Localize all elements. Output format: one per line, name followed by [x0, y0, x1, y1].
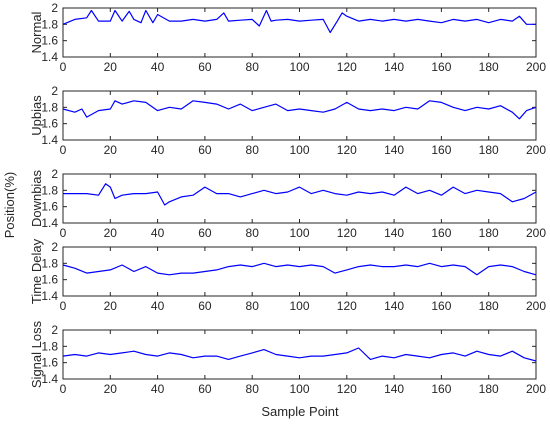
x-tick-label: 120 [337, 382, 357, 396]
x-tick-label: 80 [246, 60, 260, 74]
x-tick-label: 20 [104, 382, 118, 396]
x-tick-label: 40 [151, 60, 165, 74]
series-line-upbias [62, 100, 537, 120]
x-tick-label: 180 [479, 226, 499, 240]
x-tick-label: 80 [246, 226, 260, 240]
x-tick-label: 60 [198, 60, 212, 74]
y-tick-label: 1.8 [41, 183, 58, 197]
plot-frame [62, 90, 537, 141]
y-tick-label: 1.6 [41, 273, 58, 287]
x-tick-label: 160 [431, 299, 451, 313]
x-tick-label: 20 [104, 143, 118, 157]
panel-label: Signal Loss [29, 320, 44, 388]
x-tick-label: 160 [431, 60, 451, 74]
x-tick-label: 20 [104, 226, 118, 240]
plot-frame [62, 246, 537, 297]
x-tick-label: 20 [104, 60, 118, 74]
y-tick-label: 2 [51, 240, 58, 254]
x-tick-label: 60 [198, 226, 212, 240]
x-tick-label: 160 [431, 143, 451, 157]
series-line-signal-loss [62, 347, 537, 362]
y-tick-label: 1.8 [41, 256, 58, 270]
x-tick-label: 0 [60, 143, 67, 157]
x-tick-label: 100 [289, 299, 309, 313]
y-tick-label: 1.6 [41, 34, 58, 48]
x-tick-label: 0 [60, 226, 67, 240]
x-tick-label: 80 [246, 299, 260, 313]
x-tick-label: 40 [151, 299, 165, 313]
x-tick-label: 0 [60, 299, 67, 313]
x-tick-label: 180 [479, 143, 499, 157]
x-tick-label: 100 [289, 226, 309, 240]
x-tick-label: 120 [337, 226, 357, 240]
x-tick-label: 200 [526, 299, 546, 313]
series-line-normal [62, 9, 536, 34]
x-tick-label: 140 [384, 382, 404, 396]
x-tick-label: 20 [104, 299, 118, 313]
y-tick-label: 1.4 [41, 216, 58, 230]
y-tick-label: 1.4 [41, 133, 58, 147]
y-tick-label: 1.8 [41, 100, 58, 114]
x-tick-label: 60 [198, 382, 212, 396]
y-tick-label: 2 [51, 1, 58, 15]
x-tick-label: 200 [526, 382, 546, 396]
x-tick-label: 140 [384, 60, 404, 74]
panel-label: Downbias [29, 169, 44, 227]
x-tick-label: 80 [246, 143, 260, 157]
x-tick-label: 40 [151, 143, 165, 157]
x-tick-label: 140 [384, 299, 404, 313]
x-tick-label: 200 [526, 143, 546, 157]
x-tick-label: 120 [337, 143, 357, 157]
plot-frame [62, 7, 537, 58]
x-tick-label: 40 [151, 382, 165, 396]
x-tick-label: 40 [151, 226, 165, 240]
x-tick-label: 180 [479, 382, 499, 396]
y-tick-label: 1.4 [41, 50, 58, 64]
plot-frame [62, 329, 537, 380]
y-tick-label: 1.6 [41, 356, 58, 370]
panel-label: Upbias [29, 95, 44, 136]
x-axis-label: Sample Point [261, 404, 339, 419]
x-tick-label: 100 [289, 60, 309, 74]
y-tick-label: 1.6 [41, 117, 58, 131]
x-tick-label: 0 [60, 382, 67, 396]
series-line-downbias [63, 183, 537, 206]
x-tick-label: 80 [246, 382, 260, 396]
x-tick-label: 60 [198, 143, 212, 157]
x-tick-label: 160 [431, 382, 451, 396]
y-tick-label: 2 [51, 84, 58, 98]
x-tick-label: 60 [198, 299, 212, 313]
x-tick-label: 160 [431, 226, 451, 240]
y-tick-label: 1.4 [41, 289, 58, 303]
y-tick-label: 1.6 [41, 200, 58, 214]
y-tick-label: 2 [51, 323, 58, 337]
y-axis-label: Position(%) [2, 172, 17, 238]
panel-label: Time Delay [29, 238, 44, 304]
plot-frame [62, 173, 537, 224]
x-tick-label: 140 [384, 226, 404, 240]
x-tick-label: 200 [526, 226, 546, 240]
panel-label: Normal [29, 11, 44, 53]
x-tick-label: 180 [479, 60, 499, 74]
y-tick-label: 2 [51, 167, 58, 181]
y-tick-label: 1.8 [41, 17, 58, 31]
x-tick-label: 180 [479, 299, 499, 313]
x-tick-label: 140 [384, 143, 404, 157]
y-tick-label: 1.4 [41, 372, 58, 386]
x-tick-label: 100 [289, 382, 309, 396]
x-tick-label: 200 [526, 60, 546, 74]
x-tick-label: 120 [337, 299, 357, 313]
x-tick-label: 0 [60, 60, 67, 74]
y-tick-label: 1.8 [41, 339, 58, 353]
series-line-time-delay [62, 262, 537, 276]
x-tick-label: 120 [337, 60, 357, 74]
x-tick-label: 100 [289, 143, 309, 157]
